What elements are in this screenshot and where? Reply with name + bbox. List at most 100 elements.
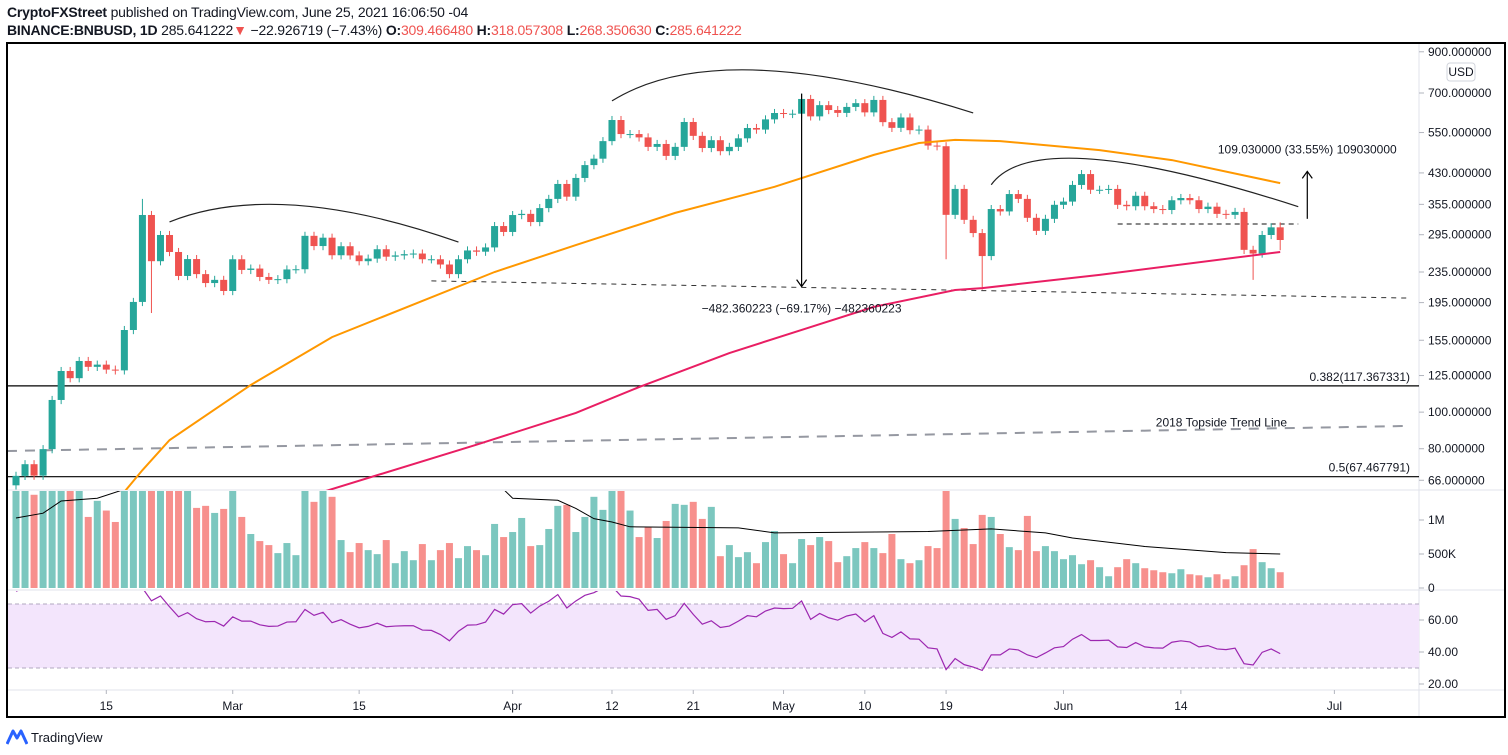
candle-body[interactable] [536, 208, 544, 223]
volume-bar[interactable] [1087, 560, 1095, 588]
volume-bar[interactable] [373, 554, 381, 588]
candle-body[interactable] [861, 103, 869, 113]
volume-bar[interactable] [1150, 570, 1158, 588]
candle-body[interactable] [247, 268, 255, 270]
price-pane[interactable] [7, 69, 1419, 492]
volume-bar[interactable] [1159, 572, 1167, 588]
candle-body[interactable] [771, 113, 779, 120]
candle-body[interactable] [843, 106, 851, 113]
candle-body[interactable] [608, 120, 616, 142]
volume-bar[interactable] [888, 534, 896, 588]
candle-body[interactable] [906, 117, 914, 131]
volume-bar[interactable] [12, 486, 20, 588]
candle-body[interactable] [978, 233, 986, 257]
candle-body[interactable] [572, 177, 580, 197]
candle-body[interactable] [644, 137, 652, 147]
candle-body[interactable] [1222, 213, 1230, 215]
candle-body[interactable] [454, 259, 462, 275]
volume-bar[interactable] [1132, 563, 1140, 588]
volume-bar[interactable] [400, 551, 408, 588]
candle-body[interactable] [202, 274, 210, 284]
volume-bar[interactable] [436, 550, 444, 588]
volume-bar[interactable] [283, 543, 291, 588]
candle-body[interactable] [1059, 201, 1067, 205]
candle-body[interactable] [274, 279, 282, 281]
candle-body[interactable] [346, 246, 354, 256]
volume-bar[interactable] [1078, 564, 1086, 588]
volume-bar[interactable] [75, 486, 83, 588]
volume-bar[interactable] [653, 538, 661, 588]
volume-pane[interactable] [12, 486, 1284, 588]
candle-body[interactable] [761, 119, 769, 130]
candle-body[interactable] [283, 269, 291, 280]
candle-body[interactable] [328, 237, 336, 256]
candle-body[interactable] [1032, 217, 1040, 231]
volume-bar[interactable] [1267, 568, 1275, 588]
candle-body[interactable] [870, 99, 878, 113]
volume-bar[interactable] [924, 546, 932, 588]
candle-body[interactable] [211, 279, 219, 284]
volume-bar[interactable] [572, 532, 580, 588]
candle-body[interactable] [491, 226, 499, 248]
volume-bar[interactable] [1213, 574, 1221, 588]
volume-bar[interactable] [418, 544, 426, 588]
volume-bar[interactable] [473, 550, 481, 588]
volume-bar[interactable] [156, 486, 164, 588]
candle-body[interactable] [256, 268, 264, 277]
volume-bar[interactable] [680, 504, 688, 588]
candle-body[interactable] [1141, 195, 1149, 207]
volume-bar[interactable] [590, 496, 598, 588]
volume-bar[interactable] [39, 486, 47, 588]
volume-bar[interactable] [1023, 515, 1031, 588]
volume-bar[interactable] [1014, 550, 1022, 588]
candle-body[interactable] [337, 246, 345, 256]
candle-body[interactable] [1177, 198, 1185, 201]
volume-bar[interactable] [617, 486, 625, 588]
candle-body[interactable] [563, 183, 571, 197]
volume-bar[interactable] [1177, 569, 1185, 588]
candle-body[interactable] [707, 140, 715, 149]
candle-body[interactable] [671, 146, 679, 156]
candle-body[interactable] [1132, 195, 1140, 207]
volume-bar[interactable] [1105, 576, 1113, 588]
volume-bar[interactable] [491, 523, 499, 588]
candle-body[interactable] [409, 253, 417, 255]
volume-bar[interactable] [391, 563, 399, 588]
volume-bar[interactable] [825, 541, 833, 588]
candle-body[interactable] [391, 255, 399, 257]
candle-body[interactable] [120, 330, 128, 371]
candle-body[interactable] [310, 235, 318, 247]
candle-body[interactable] [825, 105, 833, 111]
volume-bar[interactable] [1240, 565, 1248, 588]
candle-body[interactable] [1213, 206, 1221, 214]
volume-bar[interactable] [1096, 567, 1104, 588]
volume-bar[interactable] [274, 553, 282, 588]
volume-bar[interactable] [120, 486, 128, 588]
candle-body[interactable] [75, 360, 83, 379]
candle-body[interactable] [653, 143, 661, 147]
volume-bar[interactable] [166, 486, 174, 588]
candle-body[interactable] [780, 113, 788, 115]
candle-body[interactable] [292, 269, 300, 271]
volume-bar[interactable] [915, 560, 923, 588]
candle-body[interactable] [626, 134, 634, 136]
candle-body[interactable] [915, 129, 923, 131]
candle-body[interactable] [743, 127, 751, 139]
volume-bar[interactable] [698, 518, 706, 588]
candle-body[interactable] [617, 120, 625, 135]
volume-bar[interactable] [852, 548, 860, 588]
candle-body[interactable] [852, 103, 860, 107]
volume-bar[interactable] [996, 534, 1004, 588]
axes[interactable]: 900.000000 700.000000 550.000000 430.000000… [100, 45, 1492, 713]
volume-bar[interactable] [30, 494, 38, 588]
candle-body[interactable] [1276, 227, 1284, 241]
volume-bar[interactable] [752, 563, 760, 588]
volume-bar[interactable] [1041, 546, 1049, 588]
candle-body[interactable] [175, 251, 183, 276]
candle-body[interactable] [319, 237, 327, 247]
volume-bar[interactable] [879, 553, 887, 588]
volume-bar[interactable] [265, 545, 273, 588]
volume-bar[interactable] [229, 486, 237, 588]
volume-bar[interactable] [870, 548, 878, 588]
candle-body[interactable] [1195, 200, 1203, 210]
